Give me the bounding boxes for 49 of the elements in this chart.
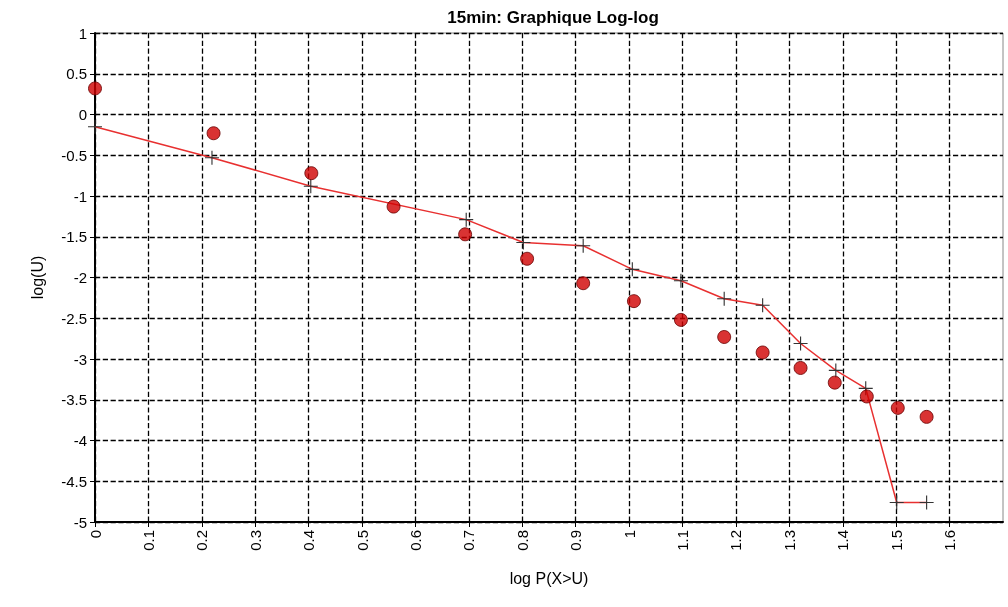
point bbox=[386, 199, 401, 214]
x-tick-label: 1.6 bbox=[941, 530, 959, 551]
y-tick-label: -3 bbox=[73, 350, 87, 368]
y-tick-label: -4 bbox=[73, 432, 87, 449]
x-tick-label: 1.1 bbox=[674, 530, 692, 551]
point bbox=[576, 276, 591, 291]
x-tick-label: 0.3 bbox=[246, 530, 264, 551]
x-tick-label: 0.4 bbox=[300, 530, 318, 551]
x-tick-label: 0.1 bbox=[139, 530, 157, 551]
point bbox=[88, 81, 102, 96]
y-tick-label: -1 bbox=[73, 187, 87, 205]
x-tick-label: 0.6 bbox=[406, 530, 424, 551]
x-axis-title: log P(X>U) bbox=[509, 569, 589, 587]
point bbox=[520, 251, 535, 266]
y-tick-label: 0 bbox=[78, 106, 87, 123]
y-tick-label: 0.5 bbox=[66, 65, 87, 83]
x-tick-label: 0.8 bbox=[513, 530, 531, 551]
point bbox=[755, 345, 770, 360]
point bbox=[793, 360, 808, 375]
point bbox=[827, 375, 842, 390]
point bbox=[859, 389, 874, 404]
x-tick-label: 0.7 bbox=[460, 530, 478, 551]
y-tick-label: -2 bbox=[73, 269, 87, 286]
chart-title: 15min: Graphique Log-log bbox=[447, 8, 659, 27]
x-tick-label: 0 bbox=[86, 530, 104, 539]
x-tick-label: 1.4 bbox=[834, 530, 852, 551]
y-tick-label: -2.5 bbox=[61, 309, 87, 327]
y-tick-label: 1 bbox=[78, 24, 87, 42]
point bbox=[890, 400, 905, 415]
point bbox=[304, 166, 319, 181]
point bbox=[919, 409, 934, 424]
x-tick-label: 1.3 bbox=[780, 530, 798, 551]
y-tick-label: -3.5 bbox=[61, 391, 87, 409]
x-tick-label: 1.2 bbox=[727, 530, 745, 551]
point bbox=[458, 227, 473, 242]
x-tick-label: 0.5 bbox=[353, 530, 371, 551]
x-tick-label: 0.2 bbox=[193, 530, 211, 551]
point bbox=[717, 330, 732, 344]
y-tick-label: -1.5 bbox=[61, 228, 87, 246]
y-axis-title: log(U) bbox=[28, 255, 46, 300]
x-tick-label: 1.5 bbox=[887, 530, 905, 551]
point bbox=[206, 126, 221, 141]
y-tick-label: -4.5 bbox=[61, 472, 87, 490]
y-tick-label: -5 bbox=[73, 513, 87, 531]
point bbox=[626, 294, 641, 309]
y-tick-label: -0.5 bbox=[61, 146, 87, 164]
x-tick-label: 0.9 bbox=[567, 530, 585, 551]
x-tick-label: 1 bbox=[620, 530, 638, 539]
point bbox=[673, 312, 688, 327]
